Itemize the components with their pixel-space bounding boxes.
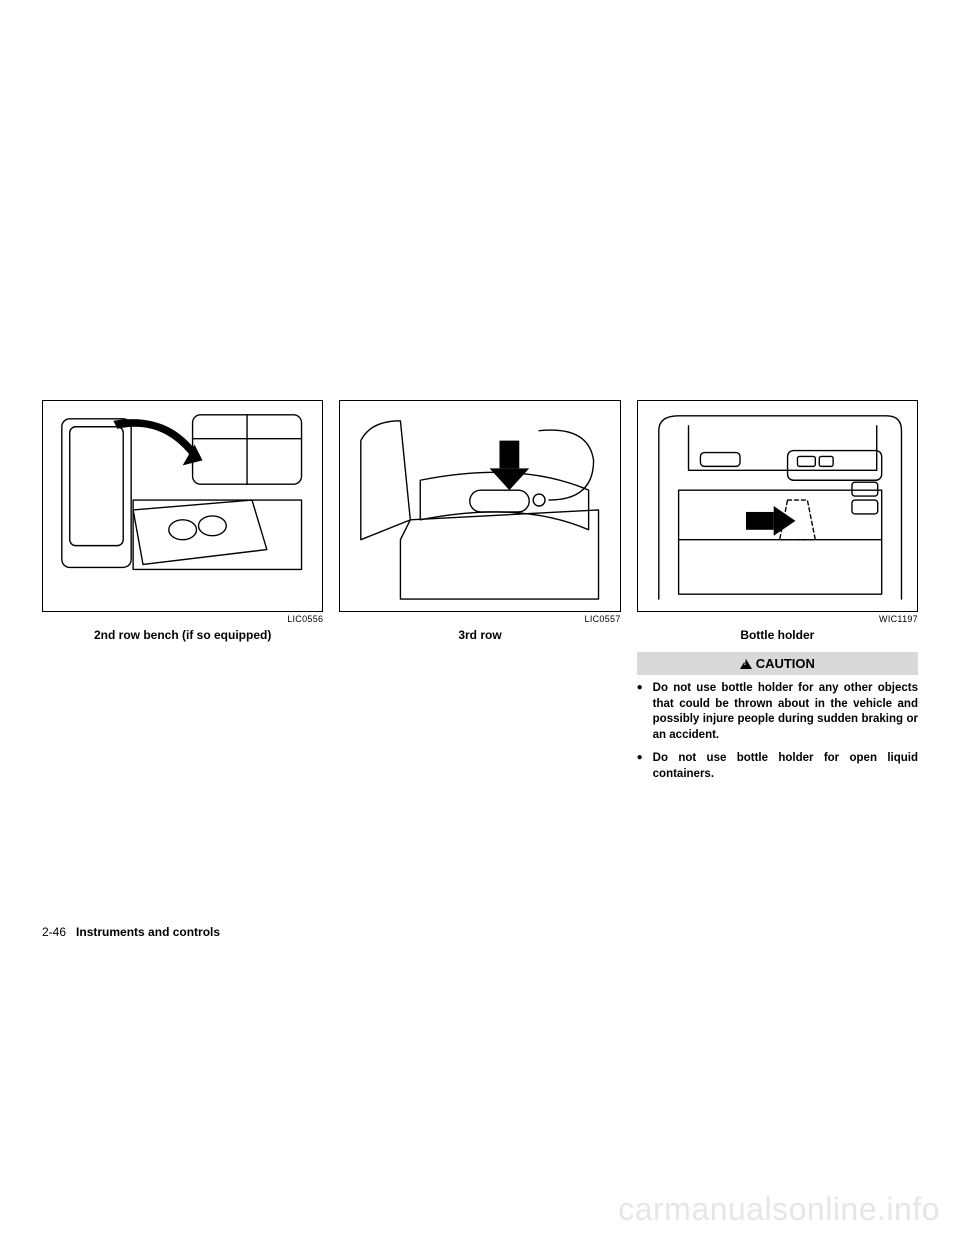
figure-illustration: [637, 400, 918, 612]
figure-bottle-holder: WIC1197 Bottle holder CAUTION Do not use…: [637, 400, 918, 790]
section-title: Instruments and controls: [76, 925, 220, 939]
watermark: carmanualsonline.info: [618, 1191, 940, 1228]
figure-caption: Bottle holder: [637, 628, 918, 642]
caution-header: CAUTION: [637, 652, 918, 675]
caution-block: CAUTION Do not use bottle holder for any…: [637, 652, 918, 790]
figure-id-label: WIC1197: [637, 614, 918, 624]
figure-caption: 3rd row: [339, 628, 620, 642]
figure-3rd-row: LIC0557 3rd row: [339, 400, 620, 790]
caution-list: Do not use bottle holder for any other o…: [637, 675, 918, 782]
warning-icon: [740, 659, 752, 669]
page-number: 2-46: [42, 925, 66, 939]
page-footer: 2-46 Instruments and controls: [42, 925, 220, 939]
caution-label: CAUTION: [756, 656, 815, 671]
caution-item: Do not use bottle holder for any other o…: [637, 681, 918, 743]
caution-item: Do not use bottle holder for open liquid…: [637, 751, 918, 782]
figure-row: LIC0556 2nd row bench (if so equipped): [42, 400, 918, 790]
page-content: LIC0556 2nd row bench (if so equipped): [42, 400, 918, 790]
figure-caption: 2nd row bench (if so equipped): [42, 628, 323, 642]
figure-illustration: [339, 400, 620, 612]
figure-2nd-row-bench: LIC0556 2nd row bench (if so equipped): [42, 400, 323, 790]
figure-id-label: LIC0557: [339, 614, 620, 624]
figure-illustration: [42, 400, 323, 612]
figure-id-label: LIC0556: [42, 614, 323, 624]
